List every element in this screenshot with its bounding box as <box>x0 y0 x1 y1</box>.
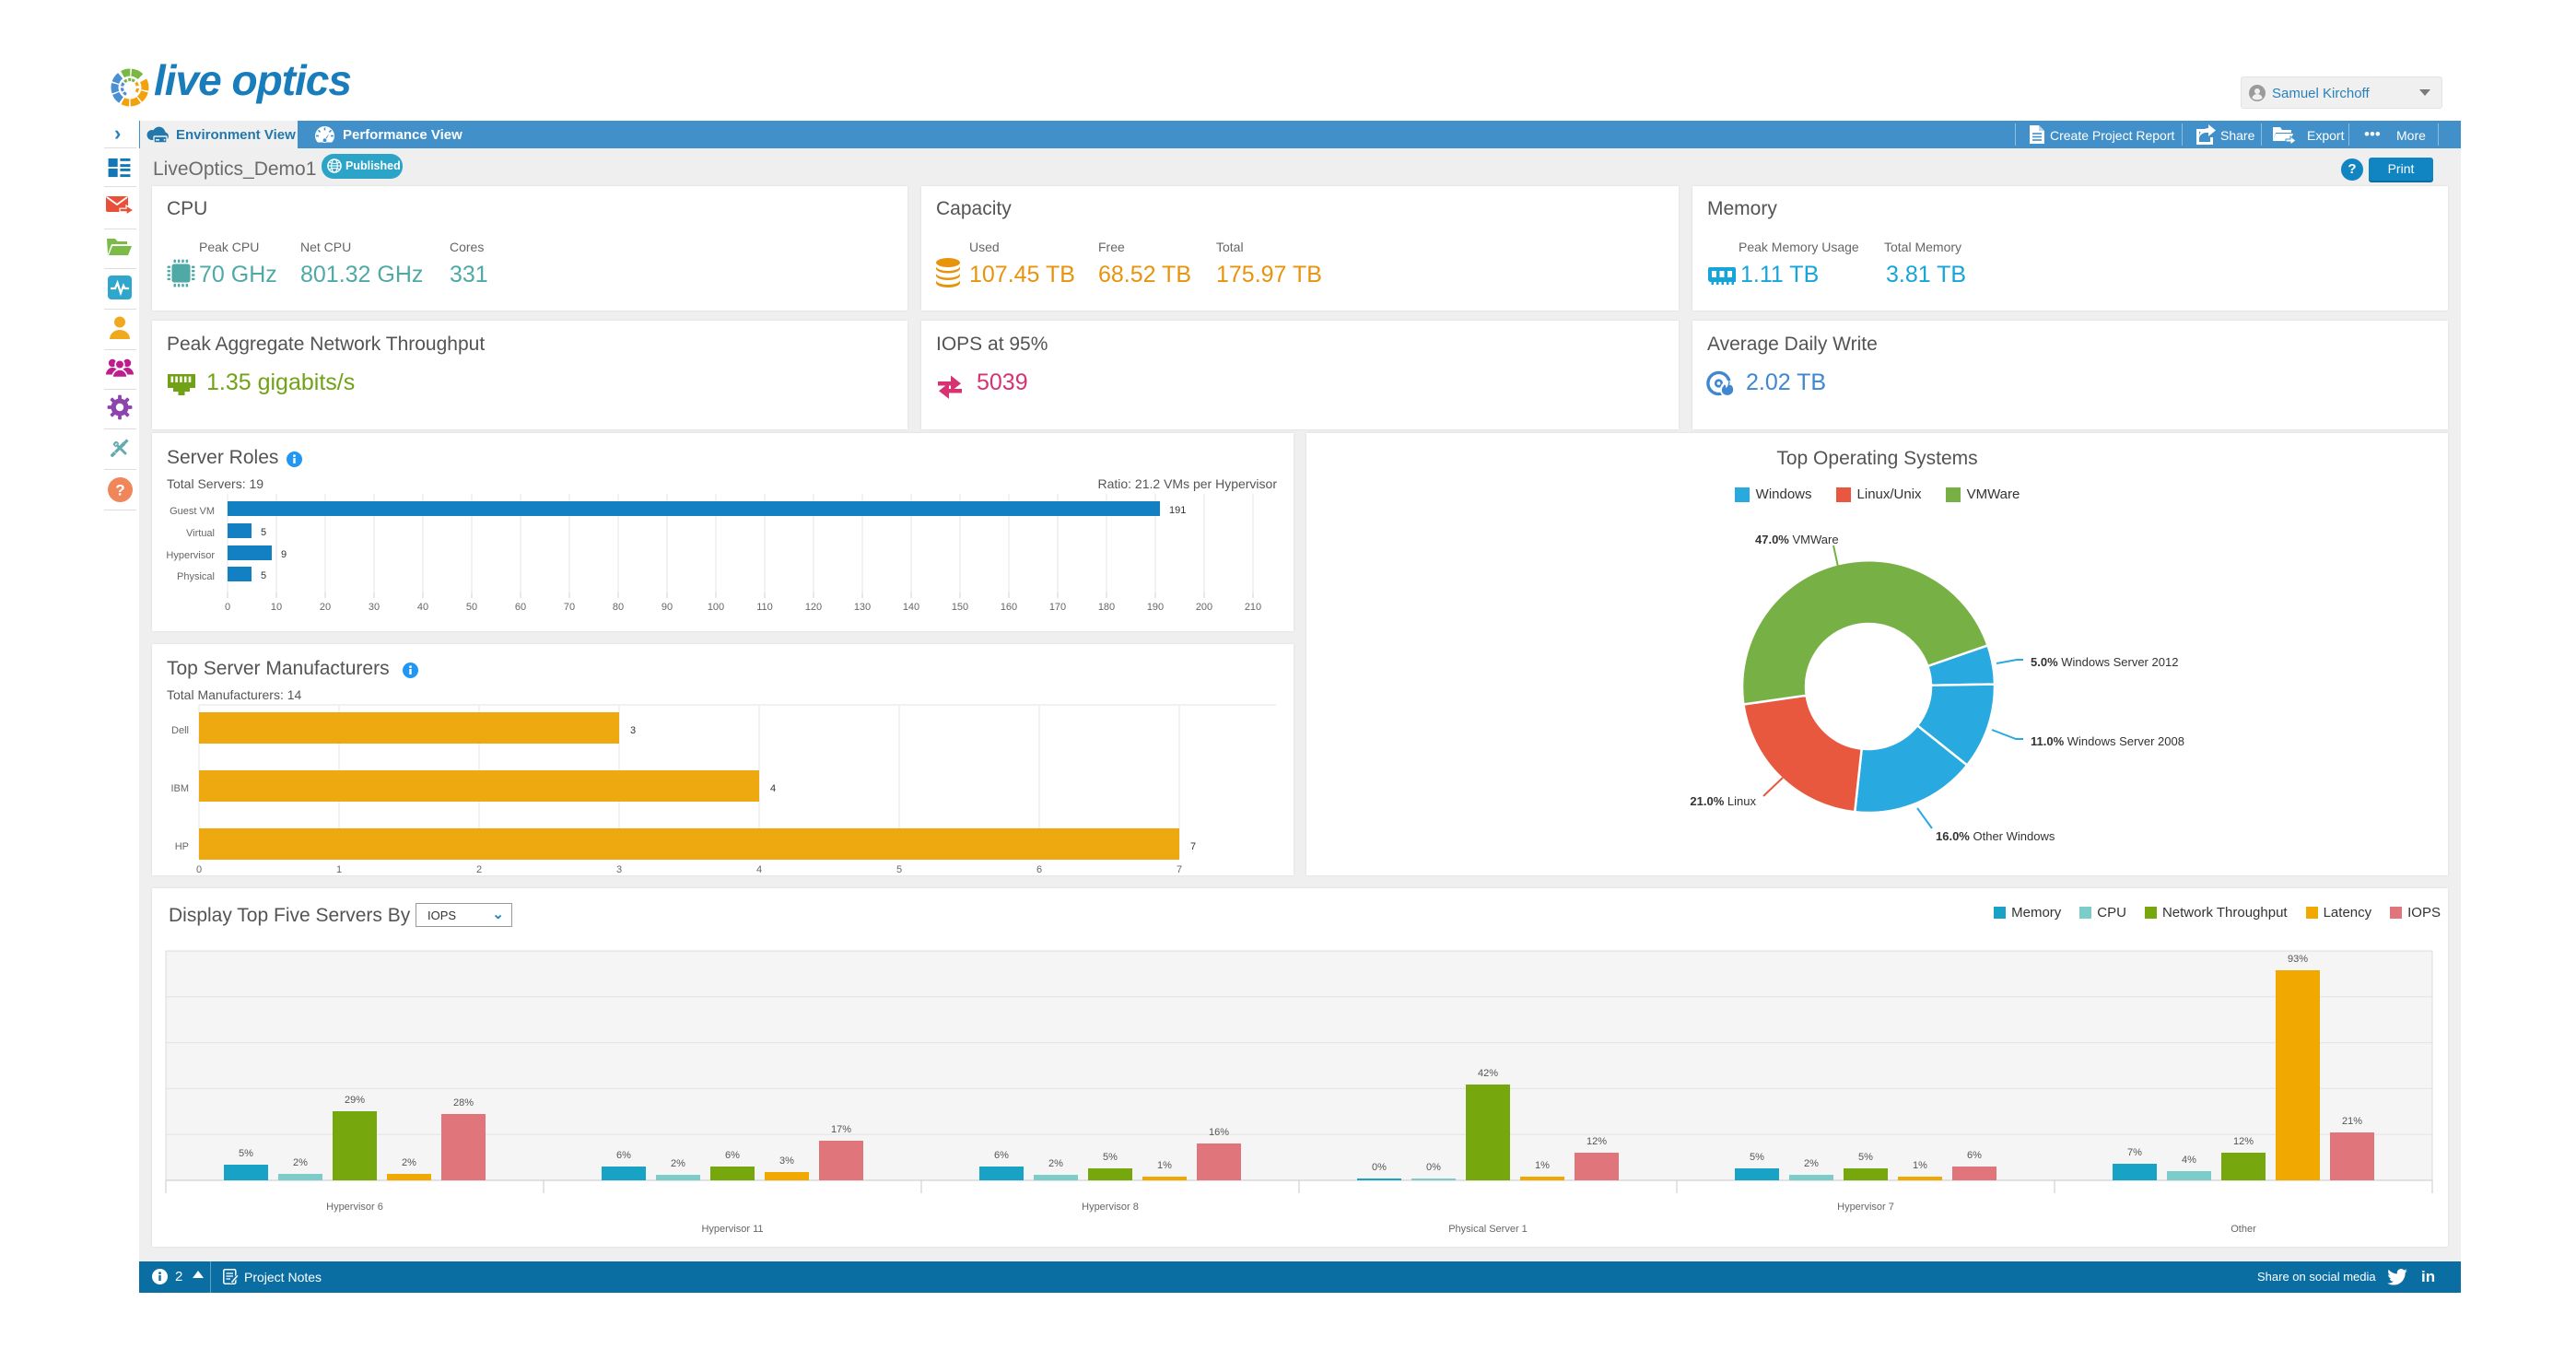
svg-text:IBM: IBM <box>170 783 189 794</box>
svg-text:HP: HP <box>175 841 189 852</box>
svg-text:21.0% Linux: 21.0% Linux <box>1690 794 1756 808</box>
svg-text:6%: 6% <box>616 1150 631 1161</box>
svg-text:5%: 5% <box>239 1148 253 1159</box>
svg-text:7: 7 <box>1190 841 1196 852</box>
svg-text:20: 20 <box>320 602 331 613</box>
svg-text:42%: 42% <box>1478 1068 1498 1079</box>
svg-text:1%: 1% <box>1913 1160 1927 1171</box>
svg-text:11.0% Windows Server 2008: 11.0% Windows Server 2008 <box>2031 734 2184 748</box>
svg-text:2: 2 <box>476 864 482 875</box>
svg-text:6: 6 <box>1036 864 1042 875</box>
svg-text:5: 5 <box>896 864 902 875</box>
svg-text:Physical Server 1: Physical Server 1 <box>1448 1224 1528 1235</box>
svg-text:6%: 6% <box>725 1150 740 1161</box>
svg-text:40: 40 <box>417 602 428 613</box>
svg-text:130: 130 <box>854 602 871 613</box>
svg-text:3: 3 <box>630 725 636 736</box>
svg-text:5%: 5% <box>1858 1152 1873 1163</box>
svg-text:7: 7 <box>1177 864 1182 875</box>
svg-text:210: 210 <box>1245 602 1261 613</box>
svg-text:?: ? <box>115 482 124 499</box>
svg-text:Hypervisor 11: Hypervisor 11 <box>701 1224 763 1235</box>
svg-text:0%: 0% <box>1426 1162 1441 1173</box>
svg-text:9: 9 <box>281 549 287 560</box>
svg-text:190: 190 <box>1147 602 1164 613</box>
svg-text:3%: 3% <box>779 1155 794 1167</box>
svg-text:12%: 12% <box>1587 1136 1607 1147</box>
svg-text:2%: 2% <box>1804 1158 1819 1169</box>
svg-text:2%: 2% <box>293 1157 308 1168</box>
svg-text:6%: 6% <box>994 1150 1009 1161</box>
svg-text:80: 80 <box>613 602 624 613</box>
svg-text:Dell: Dell <box>171 725 189 736</box>
svg-text:16.0% Other Windows: 16.0% Other Windows <box>1936 829 2055 843</box>
svg-text:90: 90 <box>662 602 673 613</box>
svg-text:6%: 6% <box>1967 1150 1982 1161</box>
svg-text:191: 191 <box>1169 505 1186 516</box>
svg-text:21%: 21% <box>2342 1116 2362 1127</box>
svg-text:0: 0 <box>225 602 230 613</box>
svg-text:Hypervisor 6: Hypervisor 6 <box>326 1202 383 1213</box>
svg-text:12%: 12% <box>2233 1136 2254 1147</box>
svg-text:29%: 29% <box>345 1095 365 1106</box>
svg-text:170: 170 <box>1049 602 1066 613</box>
svg-text:50: 50 <box>466 602 477 613</box>
svg-text:Physical: Physical <box>177 571 215 582</box>
svg-text:2%: 2% <box>1048 1158 1063 1169</box>
svg-text:Hypervisor: Hypervisor <box>166 550 215 561</box>
svg-text:Guest VM: Guest VM <box>170 506 215 517</box>
svg-text:5.0% Windows Server 2012: 5.0% Windows Server 2012 <box>2031 655 2178 669</box>
svg-text:3: 3 <box>616 864 622 875</box>
svg-text:100: 100 <box>708 602 724 613</box>
svg-text:93%: 93% <box>2288 954 2308 965</box>
svg-text:0%: 0% <box>1372 1162 1387 1173</box>
svg-text:30: 30 <box>369 602 380 613</box>
svg-text:5: 5 <box>261 570 266 581</box>
svg-text:47.0% VMWare: 47.0% VMWare <box>1755 533 1839 546</box>
svg-text:140: 140 <box>903 602 919 613</box>
svg-text:4: 4 <box>756 864 762 875</box>
svg-text:2%: 2% <box>402 1157 416 1168</box>
svg-text:4: 4 <box>770 783 776 794</box>
svg-text:120: 120 <box>805 602 822 613</box>
svg-text:10: 10 <box>271 602 282 613</box>
svg-text:1%: 1% <box>1535 1160 1550 1171</box>
svg-text:1%: 1% <box>1157 1160 1172 1171</box>
svg-text:Hypervisor 7: Hypervisor 7 <box>1837 1202 1894 1213</box>
svg-text:150: 150 <box>952 602 968 613</box>
svg-text:110: 110 <box>756 602 773 613</box>
svg-text:200: 200 <box>1196 602 1212 613</box>
svg-text:5%: 5% <box>1750 1152 1764 1163</box>
svg-text:16%: 16% <box>1209 1127 1229 1138</box>
svg-text:17%: 17% <box>831 1124 851 1135</box>
svg-text:60: 60 <box>515 602 526 613</box>
svg-text:70: 70 <box>564 602 575 613</box>
svg-text:2%: 2% <box>671 1158 685 1169</box>
svg-text:4%: 4% <box>2182 1155 2196 1166</box>
svg-text:Other: Other <box>2231 1224 2256 1235</box>
svg-text:160: 160 <box>1001 602 1017 613</box>
svg-text:5%: 5% <box>1103 1152 1118 1163</box>
svg-text:Hypervisor 8: Hypervisor 8 <box>1082 1202 1139 1213</box>
svg-text:0: 0 <box>196 864 202 875</box>
svg-text:7%: 7% <box>2127 1147 2142 1158</box>
svg-text:180: 180 <box>1098 602 1115 613</box>
svg-text:1: 1 <box>336 864 342 875</box>
svg-text:5: 5 <box>261 527 266 538</box>
svg-text:28%: 28% <box>453 1097 474 1108</box>
svg-text:Virtual: Virtual <box>186 528 215 539</box>
